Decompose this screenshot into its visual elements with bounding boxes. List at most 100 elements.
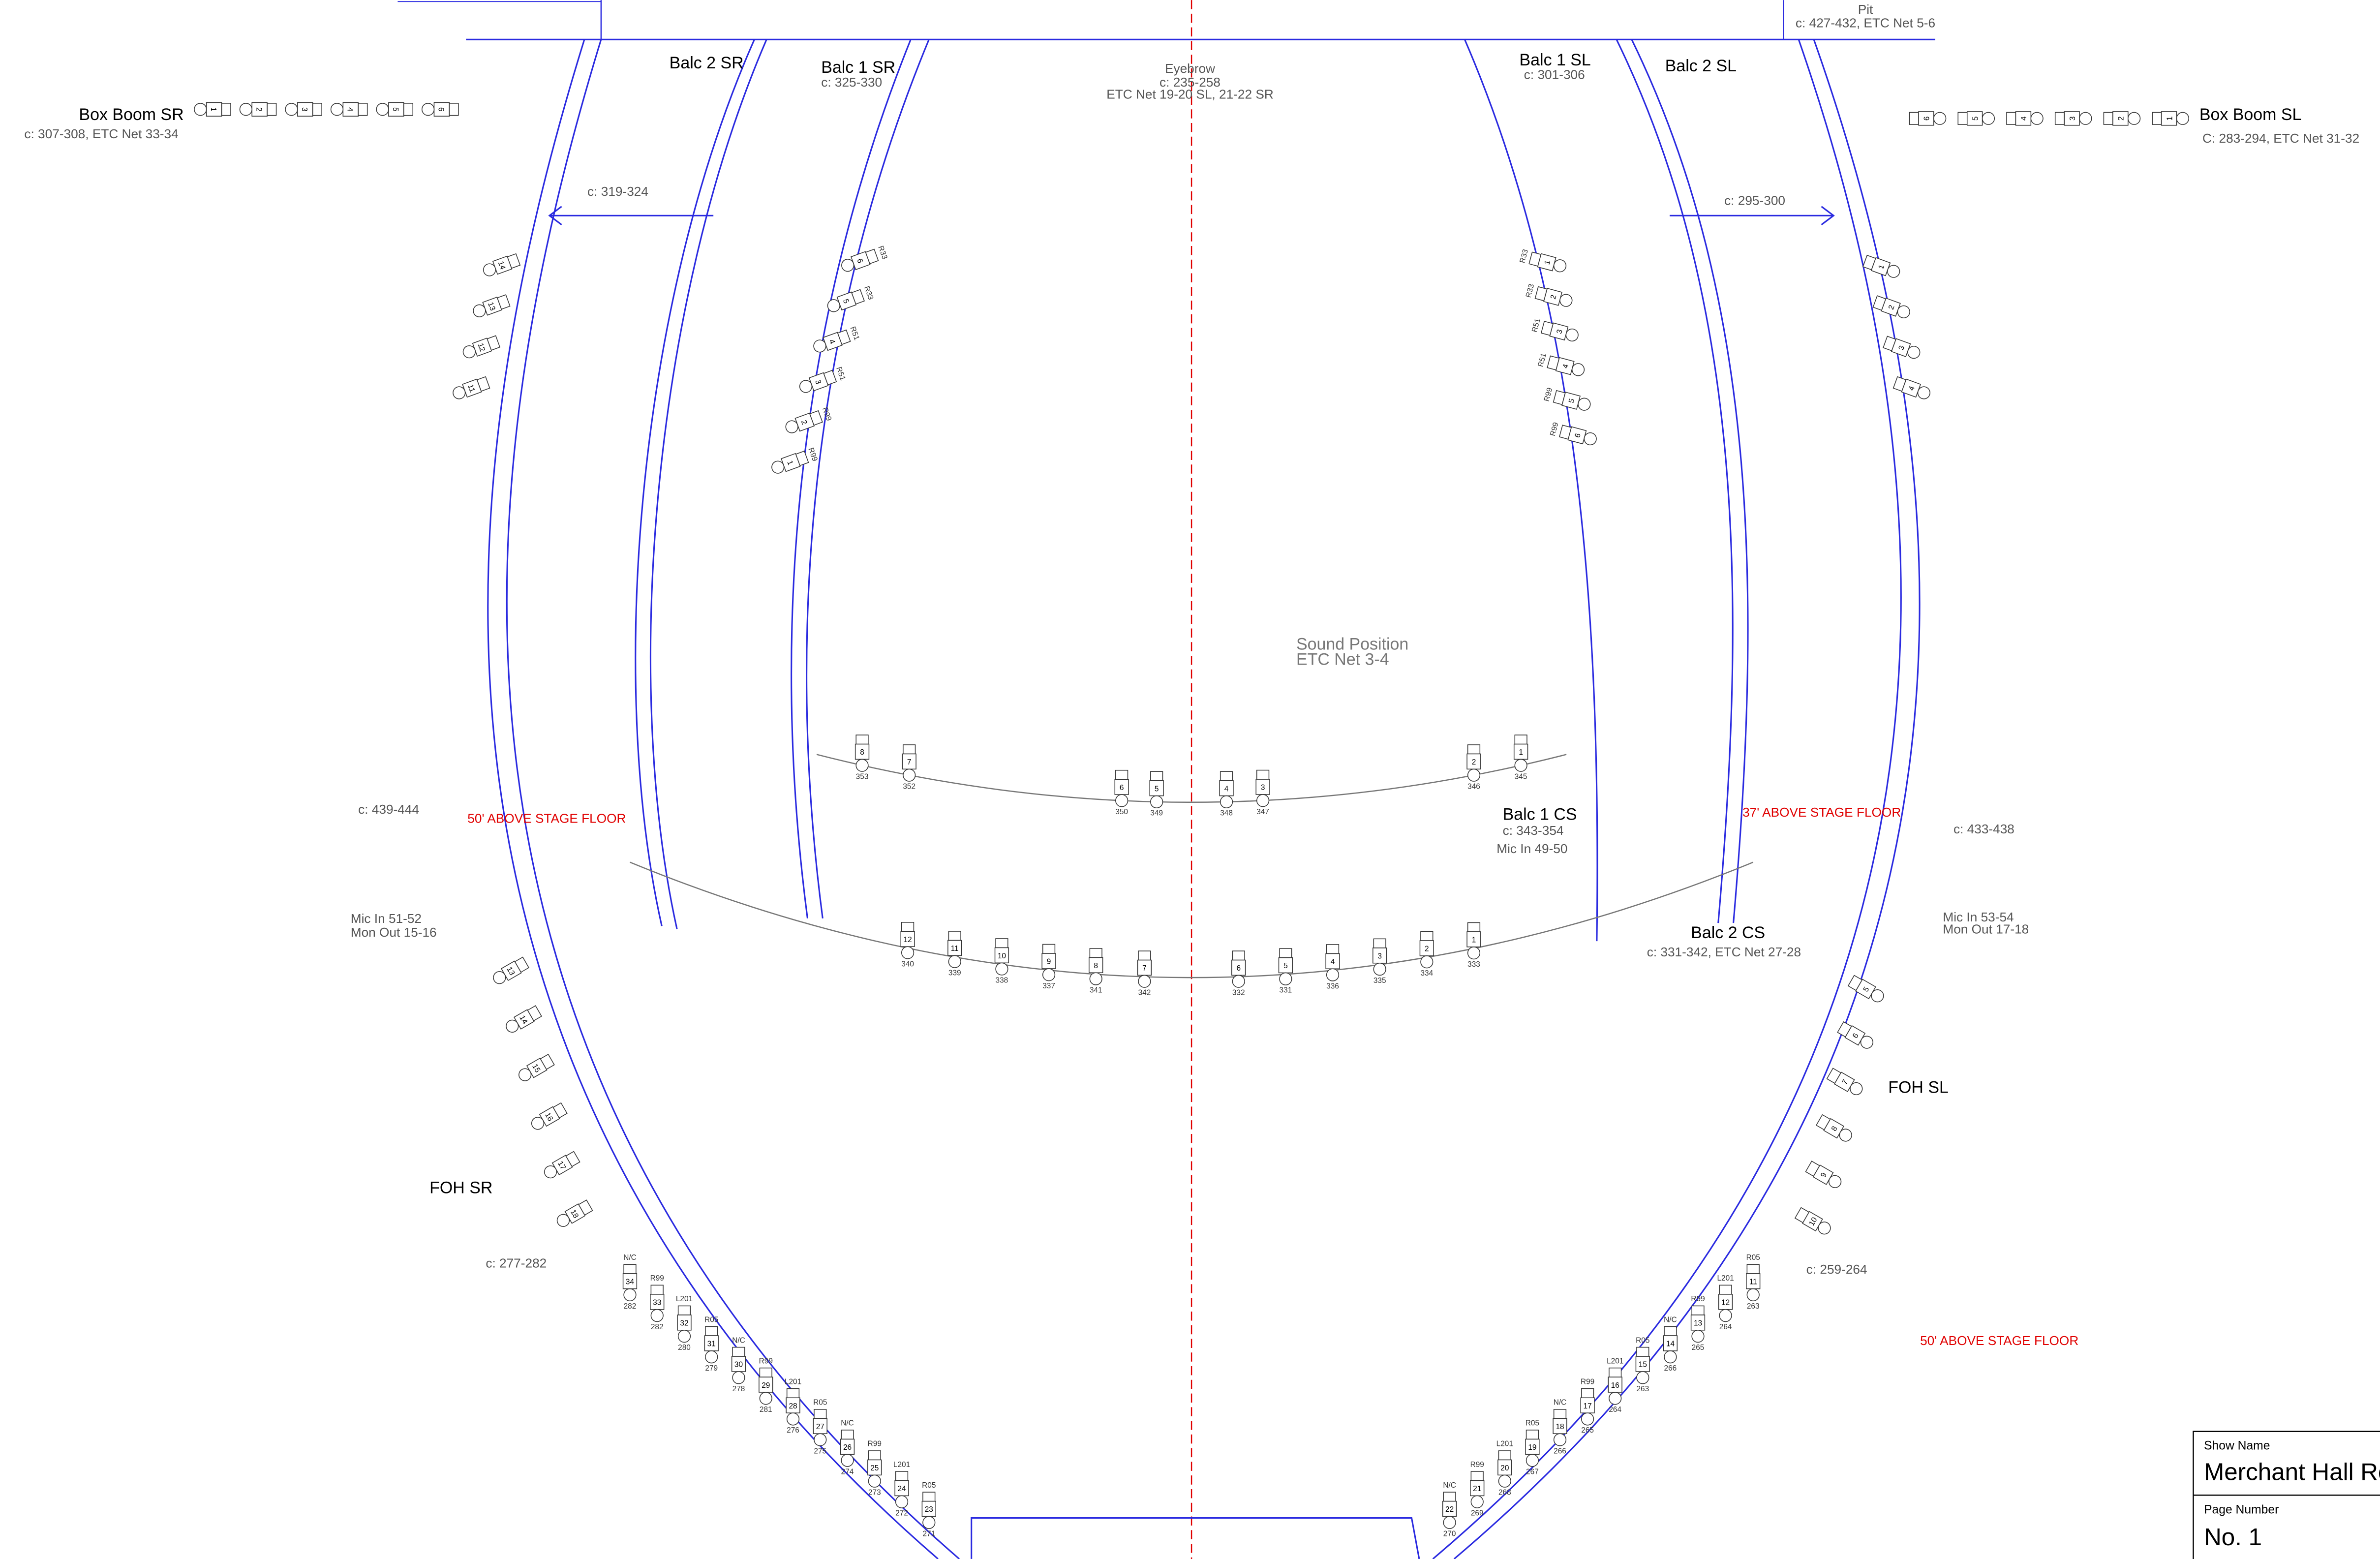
unit-circuit: 280 — [678, 1344, 691, 1352]
instrument-lens — [1326, 968, 1340, 981]
unit-color: R05 — [813, 1399, 827, 1407]
instrument-body — [868, 1450, 881, 1461]
unit-circuit: 337 — [1042, 982, 1055, 990]
instrument-body — [1746, 1264, 1760, 1274]
instrument: 23 R05 271 — [921, 1481, 936, 1538]
instrument-body — [1326, 944, 1340, 954]
instrument-lens — [677, 1330, 691, 1343]
unit-color: R99 — [650, 1274, 664, 1283]
unit-circuit: 271 — [922, 1530, 935, 1538]
unit-number: 1 — [2166, 116, 2174, 121]
unit-number: 22 — [1445, 1505, 1454, 1514]
unit-circuit: 334 — [1420, 969, 1433, 978]
unit-circuit: 266 — [1664, 1364, 1677, 1373]
instrument: 12 — [462, 335, 501, 359]
instrument: 14 N/C 266 — [1663, 1315, 1678, 1373]
instrument-lens — [1871, 989, 1884, 1003]
unit-number: 10 — [998, 952, 1006, 960]
instrument: 8 — [1816, 1114, 1852, 1142]
instrument: 1 — [1862, 254, 1900, 278]
instrument: 22 N/C 270 — [1442, 1481, 1457, 1538]
unit-number: 26 — [843, 1443, 852, 1452]
instrument: 1 333 — [1466, 922, 1481, 969]
unit-number: 23 — [925, 1505, 933, 1514]
unit-color: L201 — [1496, 1440, 1513, 1448]
pit-label: Pit — [1858, 2, 1873, 17]
instrument: 27 R05 275 — [813, 1399, 827, 1455]
balc1-sl-label: Balc 1 SL — [1520, 51, 1591, 69]
instrument-lens — [1138, 975, 1151, 988]
unit-number: 12 — [1721, 1298, 1730, 1307]
unit-color: L201 — [1607, 1357, 1623, 1365]
unit-number: 2 — [1425, 945, 1429, 953]
instrument-barrel — [1149, 780, 1164, 796]
instrument-body — [2054, 112, 2065, 125]
instrument-lens — [531, 1117, 545, 1130]
unit-number: 17 — [1584, 1402, 1592, 1410]
unit-number: 1 — [1472, 936, 1476, 945]
instrument: 17 R99 265 — [1580, 1377, 1595, 1435]
instrument-lens — [732, 1371, 745, 1384]
instrument-lens — [868, 1474, 881, 1488]
unit-color: R99 — [821, 406, 833, 422]
instrument-lens — [1982, 112, 1995, 125]
instrument: 18 N/C 266 — [1553, 1399, 1567, 1455]
instrument: 20 L201 268 — [1496, 1440, 1513, 1497]
unit-circuit: 279 — [705, 1364, 718, 1373]
instrument-body — [623, 1264, 637, 1274]
unit-number: 30 — [734, 1361, 743, 1369]
instrument-body — [1526, 1430, 1539, 1440]
unit-number: 34 — [626, 1278, 635, 1286]
unit-circuit: 274 — [841, 1467, 854, 1476]
unit-number: 2 — [1472, 758, 1476, 766]
height-note: 50' ABOVE STAGE FLOOR — [467, 811, 626, 825]
unit-number: 33 — [653, 1298, 661, 1307]
instrument-lens — [814, 1433, 827, 1446]
instrument: 14 — [483, 253, 521, 276]
instrument: 21 R99 269 — [1470, 1461, 1485, 1518]
instrument-barrel — [786, 1397, 800, 1413]
unit-color: L201 — [785, 1377, 801, 1386]
instrument-barrel — [1041, 953, 1056, 969]
instrument: 3 — [2054, 111, 2092, 126]
unit-number: 13 — [505, 965, 516, 977]
unit-number: 15 — [1639, 1361, 1647, 1369]
instrument-barrel — [1497, 1459, 1512, 1476]
unit-color: R99 — [1543, 387, 1555, 402]
unit-circuit: 281 — [760, 1406, 772, 1414]
instrument-body — [855, 734, 869, 745]
instrument-lens — [995, 962, 1008, 976]
instrument-lens — [462, 345, 476, 359]
instrument-lens — [827, 299, 840, 312]
instrument: 13 — [473, 294, 511, 317]
instrument: 2 — [239, 102, 277, 117]
instrument: 4 — [330, 102, 368, 117]
instrument: 2 334 — [1419, 931, 1434, 978]
unit-number: 14 — [1666, 1340, 1675, 1348]
instrument-body — [1220, 771, 1233, 781]
unit-color: R33 — [862, 285, 875, 301]
unit-number: 3 — [300, 107, 308, 112]
instrument-body — [403, 103, 414, 116]
unit-number: 7 — [1142, 964, 1147, 973]
instrument-body — [358, 103, 368, 116]
instrument: 9 — [1805, 1161, 1842, 1188]
instrument-lens — [1420, 955, 1434, 969]
unit-number: 1 — [209, 107, 217, 112]
instrument: 16 — [531, 1102, 568, 1130]
balc2-cs-label: Balc 2 CS — [1691, 923, 1765, 942]
instrument: 6 R99 — [1549, 422, 1597, 446]
instrument-barrel — [1608, 1376, 1622, 1393]
instrument-body — [650, 1284, 664, 1295]
instrument-body — [449, 103, 459, 116]
instrument: 4 348 — [1219, 771, 1234, 818]
unit-number: 5 — [1155, 785, 1159, 793]
instrument: 9 337 — [1041, 944, 1056, 990]
unit-number: 5 — [1567, 398, 1577, 404]
instrument-body — [922, 1492, 936, 1502]
instrument-lens — [1232, 975, 1245, 988]
instrument-body — [2006, 112, 2016, 125]
instrument: 28 L201 276 — [785, 1377, 801, 1435]
